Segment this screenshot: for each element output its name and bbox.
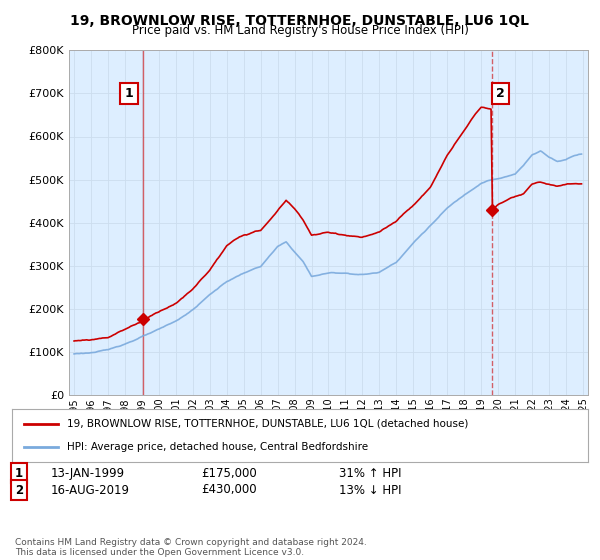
Text: £430,000: £430,000	[201, 483, 257, 497]
Text: 13% ↓ HPI: 13% ↓ HPI	[339, 483, 401, 497]
Text: 19, BROWNLOW RISE, TOTTERNHOE, DUNSTABLE, LU6 1QL: 19, BROWNLOW RISE, TOTTERNHOE, DUNSTABLE…	[71, 14, 530, 28]
Text: HPI: Average price, detached house, Central Bedfordshire: HPI: Average price, detached house, Cent…	[67, 442, 368, 452]
Text: Contains HM Land Registry data © Crown copyright and database right 2024.
This d: Contains HM Land Registry data © Crown c…	[15, 538, 367, 557]
Text: 2: 2	[496, 87, 505, 100]
Text: 1: 1	[125, 87, 133, 100]
Text: 31% ↑ HPI: 31% ↑ HPI	[339, 466, 401, 480]
Text: 13-JAN-1999: 13-JAN-1999	[51, 466, 125, 480]
Text: 1: 1	[15, 466, 23, 480]
Text: 16-AUG-2019: 16-AUG-2019	[51, 483, 130, 497]
Text: Price paid vs. HM Land Registry's House Price Index (HPI): Price paid vs. HM Land Registry's House …	[131, 24, 469, 37]
Text: 19, BROWNLOW RISE, TOTTERNHOE, DUNSTABLE, LU6 1QL (detached house): 19, BROWNLOW RISE, TOTTERNHOE, DUNSTABLE…	[67, 419, 468, 429]
Text: 2: 2	[15, 483, 23, 497]
Text: £175,000: £175,000	[201, 466, 257, 480]
